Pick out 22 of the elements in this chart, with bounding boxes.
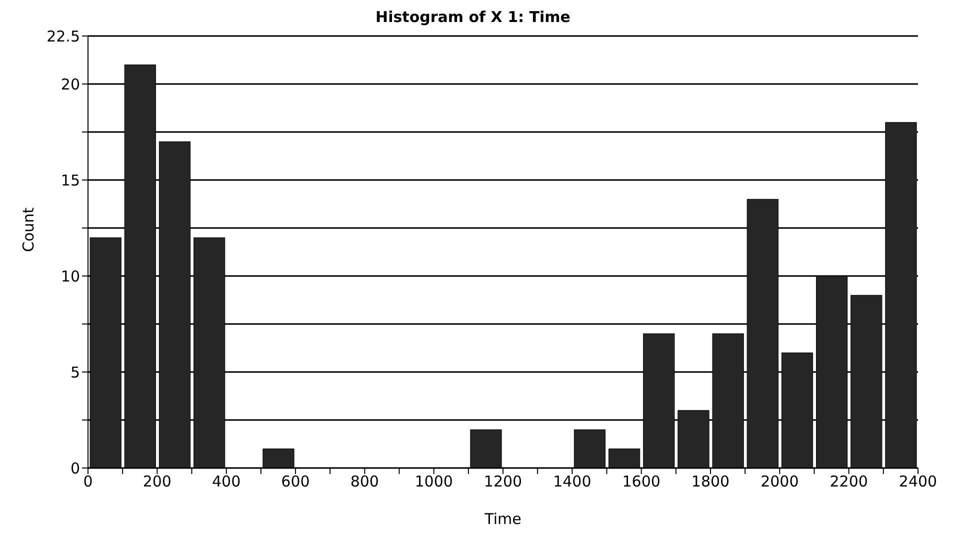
x-tick-label: 400 [212, 472, 241, 491]
x-tick-label: 1400 [553, 472, 592, 491]
x-tick-label: 200 [142, 472, 172, 491]
y-tick-label: 20 [60, 75, 80, 94]
x-tick-label: 1000 [414, 472, 453, 491]
x-tick-label: 2200 [830, 472, 868, 491]
y-tick-label: 10 [60, 267, 80, 286]
x-tick-label: 1600 [622, 472, 660, 491]
x-tick-label: 2000 [760, 472, 799, 491]
x-tick-label: 800 [350, 472, 379, 491]
y-tick-label: 5 [70, 363, 80, 382]
y-axis-title: Count [19, 207, 38, 252]
y-tick-label: 15 [60, 171, 80, 190]
y-tick-label: 22.5 [46, 27, 80, 46]
x-tick-label: 1800 [691, 472, 730, 491]
x-tick-label: 600 [281, 472, 310, 491]
x-tick-label: 2400 [898, 472, 938, 491]
x-tick-label: 0 [83, 472, 93, 491]
x-tick-label: 1200 [484, 472, 522, 491]
chart-title: Histogram of X 1: Time [374, 8, 572, 26]
x-axis-title: Time [484, 510, 522, 528]
y-tick-label: 0 [70, 459, 80, 478]
